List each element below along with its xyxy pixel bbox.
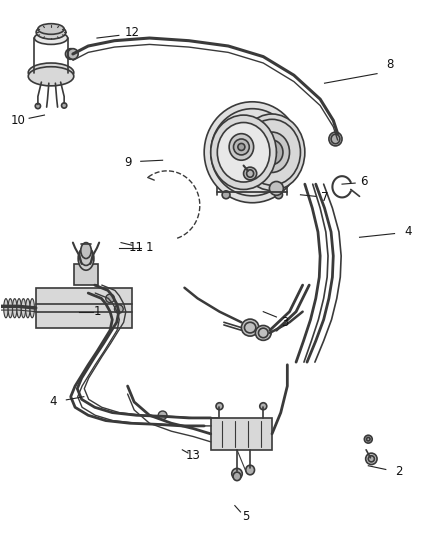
Ellipse shape — [204, 102, 300, 203]
Ellipse shape — [269, 182, 283, 195]
Circle shape — [259, 403, 266, 410]
Ellipse shape — [81, 243, 91, 259]
Ellipse shape — [78, 247, 94, 270]
Text: 12: 12 — [124, 26, 139, 39]
Text: 3: 3 — [281, 316, 288, 329]
Ellipse shape — [4, 298, 8, 318]
Ellipse shape — [158, 411, 166, 419]
Ellipse shape — [36, 25, 66, 39]
Ellipse shape — [233, 139, 249, 155]
Text: 5: 5 — [241, 510, 249, 523]
Ellipse shape — [67, 49, 78, 59]
Ellipse shape — [69, 50, 76, 58]
Circle shape — [367, 456, 374, 462]
Ellipse shape — [255, 326, 271, 341]
Ellipse shape — [231, 469, 242, 479]
Ellipse shape — [34, 31, 67, 44]
Ellipse shape — [28, 63, 74, 82]
Ellipse shape — [254, 132, 289, 173]
Text: 8: 8 — [385, 58, 393, 71]
Bar — [74, 264, 98, 285]
Circle shape — [274, 191, 282, 199]
Ellipse shape — [25, 298, 30, 318]
Ellipse shape — [243, 167, 256, 180]
Ellipse shape — [30, 298, 34, 318]
Ellipse shape — [241, 319, 258, 336]
Text: 4: 4 — [403, 225, 410, 238]
Ellipse shape — [79, 246, 92, 265]
Text: 11: 11 — [129, 241, 144, 254]
Ellipse shape — [261, 140, 283, 165]
Circle shape — [364, 435, 371, 443]
Ellipse shape — [21, 298, 25, 318]
Ellipse shape — [38, 23, 64, 34]
Circle shape — [269, 150, 274, 155]
Ellipse shape — [217, 123, 269, 182]
Circle shape — [237, 143, 244, 150]
Text: 1: 1 — [145, 241, 153, 254]
Ellipse shape — [233, 472, 240, 481]
Ellipse shape — [65, 49, 76, 59]
Ellipse shape — [239, 114, 304, 190]
Ellipse shape — [106, 294, 114, 303]
Text: 9: 9 — [124, 156, 131, 169]
Ellipse shape — [114, 305, 123, 313]
Text: 6: 6 — [359, 175, 367, 188]
Text: 2: 2 — [394, 465, 402, 478]
Text: 7: 7 — [320, 191, 328, 204]
Ellipse shape — [210, 115, 276, 189]
Ellipse shape — [34, 66, 67, 79]
Ellipse shape — [328, 132, 341, 146]
Ellipse shape — [8, 298, 12, 318]
Circle shape — [267, 148, 276, 157]
Ellipse shape — [229, 134, 253, 160]
Circle shape — [366, 438, 369, 441]
Text: 1: 1 — [93, 305, 100, 318]
Circle shape — [215, 403, 223, 410]
Circle shape — [61, 103, 67, 108]
Ellipse shape — [17, 298, 21, 318]
Bar — [35, 288, 132, 328]
Text: 10: 10 — [11, 114, 25, 127]
Bar — [210, 418, 272, 450]
Ellipse shape — [12, 298, 17, 318]
Text: 13: 13 — [185, 449, 200, 462]
Ellipse shape — [245, 465, 254, 475]
Text: 4: 4 — [49, 395, 57, 408]
Circle shape — [222, 191, 230, 199]
Ellipse shape — [330, 134, 339, 144]
Circle shape — [35, 103, 40, 109]
Ellipse shape — [28, 67, 74, 86]
Circle shape — [365, 453, 376, 465]
